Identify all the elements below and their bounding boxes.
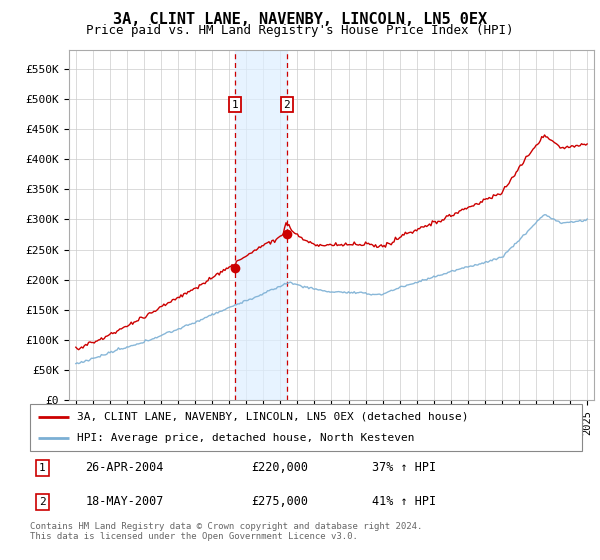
Text: 2: 2 <box>39 497 46 507</box>
Text: 3A, CLINT LANE, NAVENBY, LINCOLN, LN5 0EX: 3A, CLINT LANE, NAVENBY, LINCOLN, LN5 0E… <box>113 12 487 27</box>
Text: HPI: Average price, detached house, North Kesteven: HPI: Average price, detached house, Nort… <box>77 433 415 444</box>
Text: £220,000: £220,000 <box>251 461 308 474</box>
Bar <box>235 50 287 400</box>
Text: 3A, CLINT LANE, NAVENBY, LINCOLN, LN5 0EX (detached house): 3A, CLINT LANE, NAVENBY, LINCOLN, LN5 0E… <box>77 412 469 422</box>
Text: £275,000: £275,000 <box>251 496 308 508</box>
Text: 1: 1 <box>232 100 238 110</box>
Text: 26-APR-2004: 26-APR-2004 <box>85 461 164 474</box>
Text: 41% ↑ HPI: 41% ↑ HPI <box>372 496 436 508</box>
Text: Price paid vs. HM Land Registry's House Price Index (HPI): Price paid vs. HM Land Registry's House … <box>86 24 514 36</box>
Text: 18-MAY-2007: 18-MAY-2007 <box>85 496 164 508</box>
Text: 1: 1 <box>39 463 46 473</box>
Text: 37% ↑ HPI: 37% ↑ HPI <box>372 461 436 474</box>
Text: Contains HM Land Registry data © Crown copyright and database right 2024.
This d: Contains HM Land Registry data © Crown c… <box>30 522 422 542</box>
Text: 2: 2 <box>283 100 290 110</box>
